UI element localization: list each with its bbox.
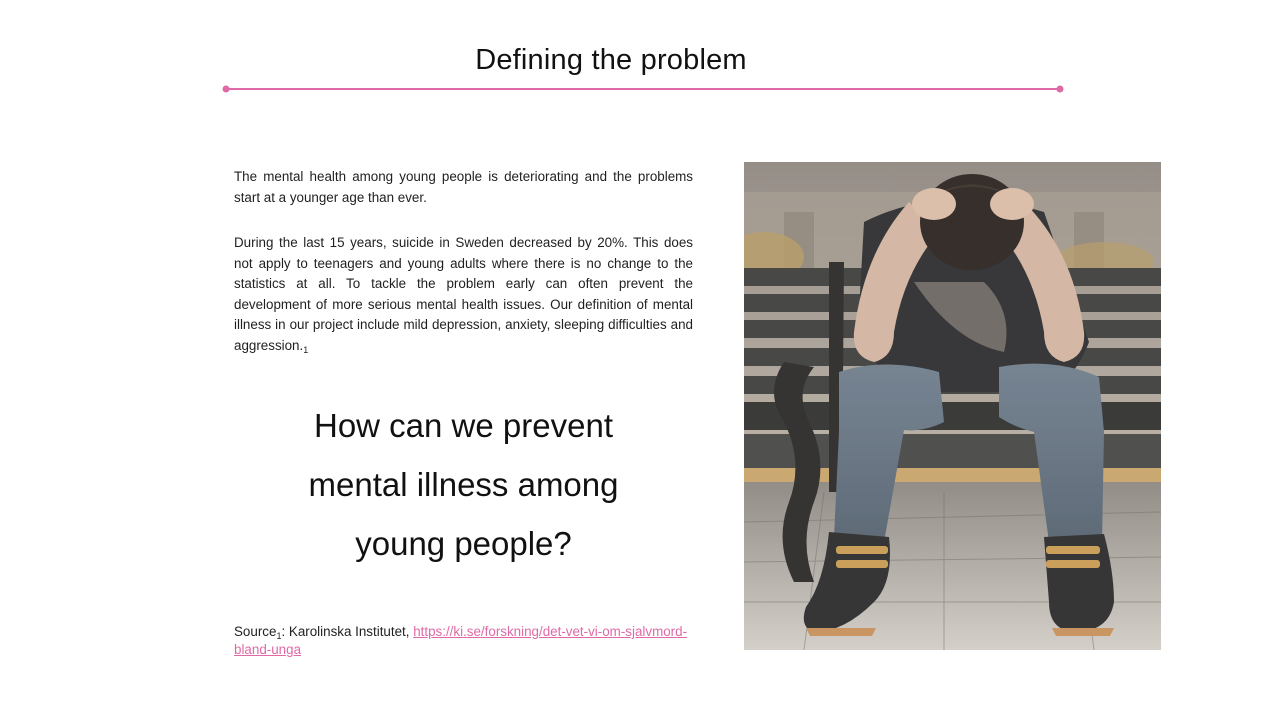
source-ref: 1	[276, 631, 282, 641]
slide-title: Defining the problem	[475, 44, 747, 76]
distressed-person-photo	[744, 162, 1161, 650]
title-divider	[222, 85, 1064, 93]
statistics-paragraph: During the last 15 years, suicide in Swe…	[234, 233, 693, 357]
statistics-text: During the last 15 years, suicide in Swe…	[234, 235, 693, 353]
question-line: How can we prevent	[314, 407, 613, 444]
source-label: Source	[234, 624, 277, 639]
source-link[interactable]: https://ki.se/forskning/det-vet-vi-om-sj…	[234, 624, 688, 657]
intro-paragraph: The mental health among young people is …	[234, 169, 693, 205]
source-citation: Source1: Karolinska Institutet, https://…	[234, 623, 704, 659]
question-line: young people?	[355, 525, 572, 562]
key-question: How can we prevent mental illness among …	[234, 396, 693, 573]
source-text: : Karolinska Institutet,	[281, 624, 414, 639]
footnote-ref: 1	[303, 344, 309, 355]
question-line: mental illness among	[308, 466, 619, 503]
